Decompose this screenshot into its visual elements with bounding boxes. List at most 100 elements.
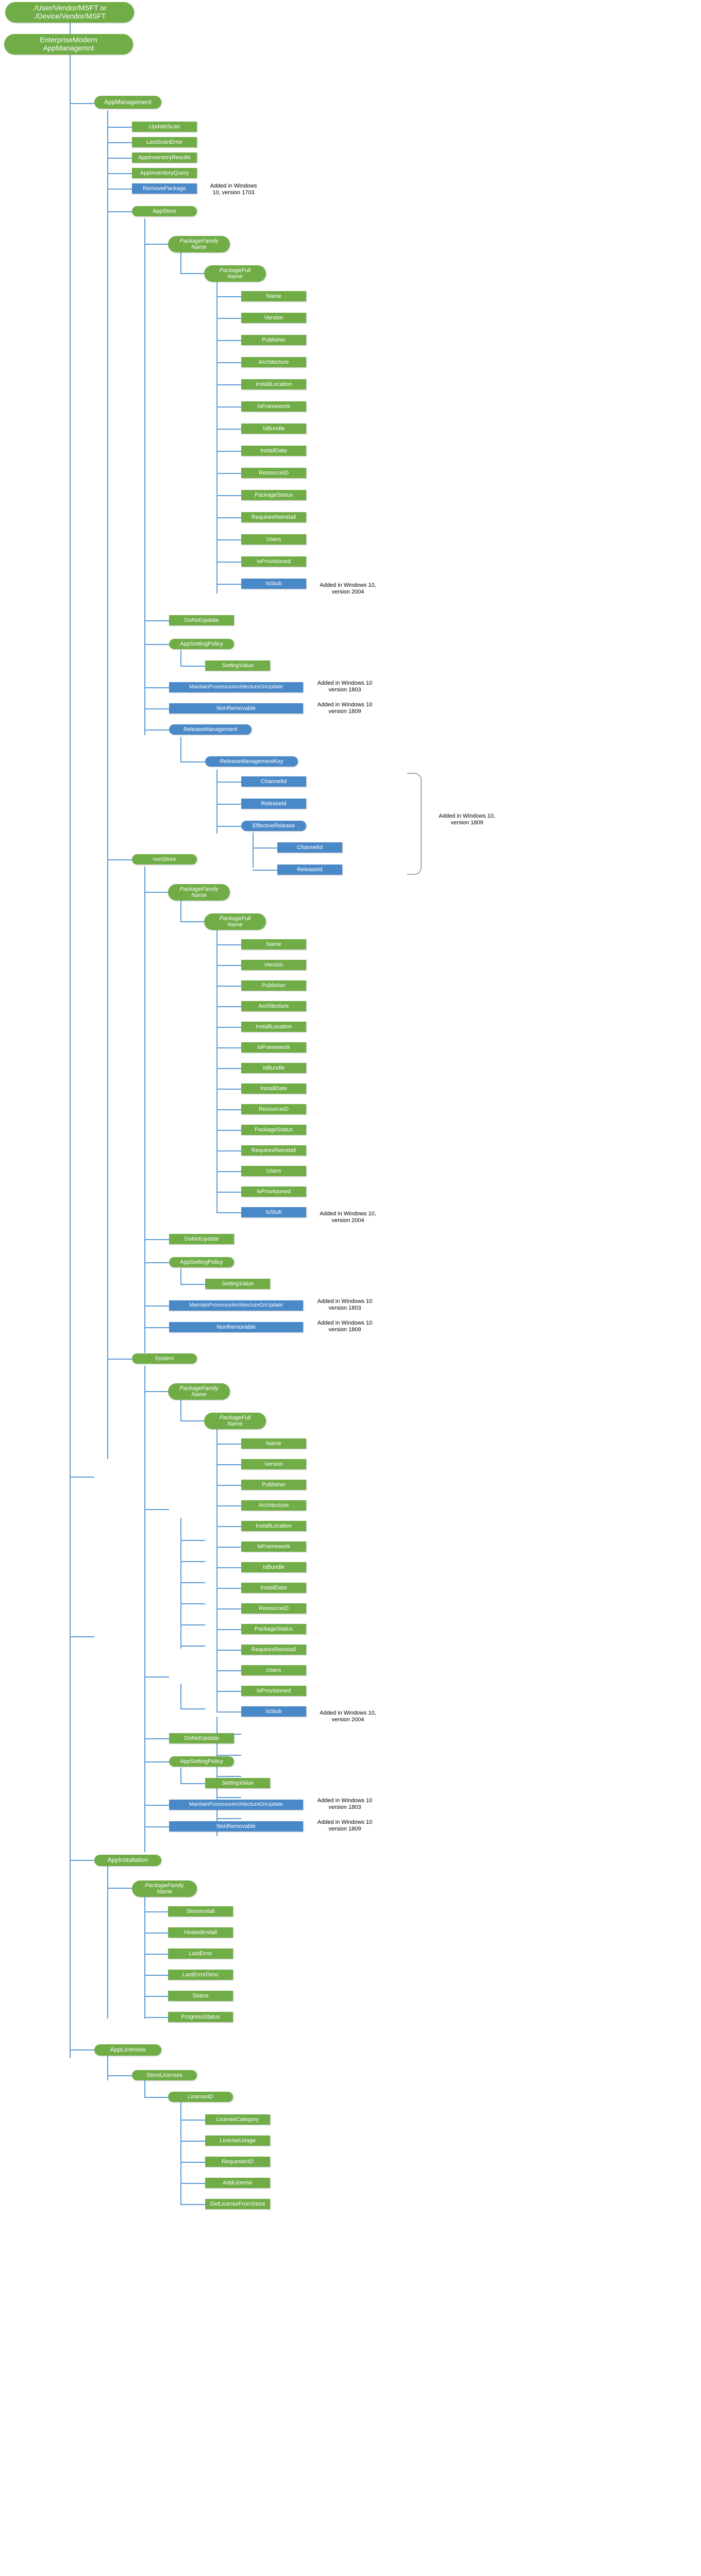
node-appstore-publisher[interactable]: Publisher <box>241 335 306 345</box>
node-appstore-version[interactable]: Version <box>241 313 306 323</box>
node-removepackage[interactable]: RemovePackage <box>132 183 197 194</box>
node-system-requiresreinstall[interactable]: RequiresReinstall <box>241 1645 306 1655</box>
node-nonstore-isprovisioned[interactable]: IsProvisioned <box>241 1187 306 1197</box>
node-rm-effectiverelease[interactable]: EffectiveRelease <box>241 821 306 831</box>
node-appstore-maintainprocessorarchitectureonupdate[interactable]: MaintainProcessorArchitectureOnUpdate <box>169 682 303 692</box>
node-system-appsettingpolicy[interactable]: AppSettingPolicy <box>169 1756 234 1767</box>
node-applicenses[interactable]: AppLicenses <box>94 2044 161 2056</box>
node-system-settingvalue[interactable]: SettingValue <box>205 1778 270 1788</box>
node-appstore-packagestatus[interactable]: PackageStatus <box>241 490 306 500</box>
node-appinstallation-storeinstall[interactable]: StoreInstall <box>168 1906 233 1917</box>
node-appinstallation-lasterrordesc[interactable]: LastErrorDesc <box>168 1970 233 1980</box>
node-appinventoryresults[interactable]: AppInventoryResults <box>132 152 197 163</box>
node-appstore-packagefamilyname[interactable]: PackageFamily Name <box>168 236 230 252</box>
node-appinstallation-lasterror[interactable]: LastError <box>168 1948 233 1959</box>
node-nonstore-name[interactable]: Name <box>241 939 306 950</box>
node-nonstore-architecture[interactable]: Architecture <box>241 1001 306 1011</box>
node-licenseid[interactable]: LicenseID <box>168 2092 233 2102</box>
node-appstore-isprovisioned[interactable]: IsProvisioned <box>241 556 306 567</box>
node-rm-releaseid[interactable]: ReleaseId <box>241 799 306 809</box>
node-system-packagefamilyname[interactable]: PackageFamily Name <box>168 1383 230 1400</box>
node-system-packagefullname[interactable]: PackageFull Name <box>204 1413 266 1429</box>
node-enterprisemodernappmanagement[interactable]: EnterpriseModern AppManagemnt <box>4 34 133 55</box>
node-system-nonremovable[interactable]: NonRemovable <box>169 1821 303 1832</box>
node-appstore-packagefullname[interactable]: PackageFull Name <box>204 265 266 282</box>
node-nonstore-settingvalue[interactable]: SettingValue <box>205 1279 270 1289</box>
node-appstore-isbundle[interactable]: IsBundle <box>241 423 306 434</box>
node-appinstallation[interactable]: AppInstallation <box>94 1855 161 1866</box>
node-system[interactable]: System <box>132 1353 197 1364</box>
node-system-isframework[interactable]: IsFramework <box>241 1541 306 1552</box>
node-system-packagestatus[interactable]: PackageStatus <box>241 1624 306 1634</box>
node-appstore[interactable]: AppStore <box>132 206 197 216</box>
node-nonstore[interactable]: nonStore <box>132 854 197 865</box>
node-appstore-settingvalue[interactable]: SettingValue <box>205 660 270 671</box>
node-appinstallation-hostedinstall[interactable]: HostedInstall <box>168 1927 233 1938</box>
node-nonstore-packagefullname[interactable]: PackageFull Name <box>204 913 266 930</box>
node-system-publisher[interactable]: Publisher <box>241 1480 306 1490</box>
node-storelicenses[interactable]: StoreLicenses <box>132 2070 197 2080</box>
node-system-users[interactable]: Users <box>241 1665 306 1675</box>
node-nonstore-packagestatus[interactable]: PackageStatus <box>241 1125 306 1135</box>
node-updatescan[interactable]: UpdateScan <box>132 122 197 132</box>
node-nonstore-installlocation[interactable]: InstallLocation <box>241 1022 306 1032</box>
node-appstore-isstub[interactable]: IsStub <box>241 579 306 589</box>
node-nonstore-publisher[interactable]: Publisher <box>241 980 306 991</box>
node-system-isstub[interactable]: IsStub <box>241 1706 306 1717</box>
node-nonstore-requiresreinstall[interactable]: RequiresReinstall <box>241 1145 306 1156</box>
node-nonstore-maintainprocessorarchitectureonupdate[interactable]: MaintainProcessorArchitectureOnUpdate <box>169 1300 303 1311</box>
node-nonstore-version[interactable]: Version <box>241 960 306 970</box>
node-system-donotupdate[interactable]: DoNotUpdate <box>169 1733 234 1743</box>
node-nonstore-donotupdate[interactable]: DoNotUpdate <box>169 1234 234 1244</box>
node-licensecategory[interactable]: LicenseCategory <box>205 2114 270 2125</box>
node-nonstore-packagefamilyname[interactable]: PackageFamily Name <box>168 884 230 901</box>
node-nonstore-installdate[interactable]: InstallDate <box>241 1083 306 1094</box>
node-appstore-architecture[interactable]: Architecture <box>241 357 306 367</box>
node-appstore-donotupdate[interactable]: DoNotUpdate <box>169 615 234 625</box>
node-appstore-installdate[interactable]: InstallDate <box>241 446 306 456</box>
node-rm-effectiverelease-releaseid[interactable]: ReleaseId <box>277 865 342 875</box>
node-nonstore-isstub[interactable]: IsStub <box>241 1207 306 1217</box>
node-system-resourceid[interactable]: ResourceID <box>241 1603 306 1614</box>
node-appstore-requiresreinstall[interactable]: RequiresReinstall <box>241 512 306 522</box>
node-getlicensefromstore[interactable]: GetLicenseFromStore <box>205 2199 270 2209</box>
node-system-maintainprocessorarchitectureonupdate[interactable]: MaintainProcessorArchitectureOnUpdate <box>169 1800 303 1810</box>
connector-ns-settingvalue <box>180 1284 205 1285</box>
node-system-isbundle[interactable]: IsBundle <box>241 1562 306 1572</box>
node-releasemanagement[interactable]: ReleaseManagement <box>169 724 252 735</box>
node-appstore-installlocation[interactable]: InstallLocation <box>241 379 306 389</box>
node-system-isprovisioned[interactable]: IsProvisioned <box>241 1686 306 1696</box>
node-system-installdate[interactable]: InstallDate <box>241 1583 306 1593</box>
node-appinstallation-progressstatus[interactable]: ProgressStatus <box>168 2012 233 2022</box>
connector-sy-pfn <box>144 1391 169 1392</box>
node-nonstore-isbundle[interactable]: IsBundle <box>241 1063 306 1073</box>
node-appstore-resourceid[interactable]: ResourceID <box>241 468 306 478</box>
node-appstore-users[interactable]: Users <box>241 534 306 545</box>
node-appstore-nonremovable[interactable]: NonRemovable <box>169 703 303 714</box>
node-nonstore-nonremovable[interactable]: NonRemovable <box>169 1322 303 1332</box>
node-rm-effectiverelease-channelid[interactable]: ChannelId <box>277 842 342 853</box>
node-licenseusage[interactable]: LicenseUsage <box>205 2136 270 2146</box>
node-nonstore-resourceid[interactable]: ResourceID <box>241 1104 306 1114</box>
node-root[interactable]: ./User/Vendor/MSFT or ./Device/Vendor/MS… <box>5 2 134 23</box>
node-appmanagement[interactable]: AppManagement <box>94 96 161 109</box>
connector-rm-spine <box>180 737 181 762</box>
node-system-installlocation[interactable]: InstallLocation <box>241 1521 306 1531</box>
node-system-architecture[interactable]: Architecture <box>241 1500 306 1511</box>
node-rm-channelid[interactable]: ChannelId <box>241 776 306 787</box>
node-appinstallation-status[interactable]: Status <box>168 1991 233 2001</box>
node-system-name[interactable]: Name <box>241 1438 306 1449</box>
node-appinventoryquery[interactable]: AppInventoryQuery <box>132 168 197 178</box>
node-nonstore-appsettingpolicy[interactable]: AppSettingPolicy <box>169 1257 234 1267</box>
node-nonstore-users[interactable]: Users <box>241 1166 306 1176</box>
node-requesterid[interactable]: RequesterID <box>205 2157 270 2167</box>
node-appstore-appsettingpolicy[interactable]: AppSettingPolicy <box>169 639 234 649</box>
node-appstore-name[interactable]: Name <box>241 291 306 301</box>
node-lastscanerror[interactable]: LastScanError <box>132 137 197 147</box>
node-appstore-isframework[interactable]: IsFramework <box>241 401 306 412</box>
node-nonstore-isframework[interactable]: IsFramework <box>241 1042 306 1053</box>
node-appinstallation-packagefamilyname[interactable]: PackageFamily Name <box>132 1880 197 1897</box>
node-addlicense[interactable]: AddLicense <box>205 2178 270 2188</box>
node-releasemanagementkey[interactable]: ReleaseManagementKey <box>205 756 298 767</box>
node-system-version[interactable]: Version <box>241 1459 306 1469</box>
